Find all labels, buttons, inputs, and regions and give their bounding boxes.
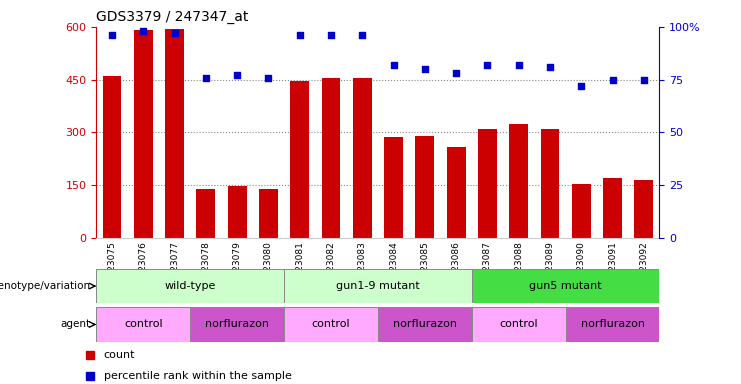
- Bar: [378, 307, 472, 342]
- Bar: [96, 307, 190, 342]
- Bar: [416, 136, 434, 238]
- Bar: [227, 186, 247, 238]
- Bar: [472, 269, 659, 303]
- Bar: [353, 78, 372, 238]
- Point: [575, 83, 587, 89]
- Text: control: control: [124, 319, 162, 329]
- Point: [137, 28, 149, 34]
- Text: gun1-9 mutant: gun1-9 mutant: [336, 281, 420, 291]
- Text: control: control: [499, 319, 538, 329]
- Bar: [565, 307, 659, 342]
- Point: [231, 73, 243, 79]
- Bar: [190, 307, 284, 342]
- Point: [451, 70, 462, 76]
- Point: [482, 62, 494, 68]
- Point: [419, 66, 431, 72]
- Bar: [165, 29, 184, 238]
- Bar: [572, 184, 591, 238]
- Bar: [134, 30, 153, 238]
- Bar: [196, 189, 215, 238]
- Point: [513, 62, 525, 68]
- Text: wild-type: wild-type: [165, 281, 216, 291]
- Point: [325, 32, 337, 38]
- Point: [169, 30, 181, 36]
- Text: gun5 mutant: gun5 mutant: [529, 281, 602, 291]
- Bar: [472, 307, 565, 342]
- Bar: [284, 269, 472, 303]
- Bar: [290, 81, 309, 238]
- Text: GDS3379 / 247347_at: GDS3379 / 247347_at: [96, 10, 249, 25]
- Bar: [634, 180, 654, 238]
- Bar: [284, 307, 378, 342]
- Point: [388, 62, 399, 68]
- Bar: [384, 137, 403, 238]
- Bar: [96, 269, 284, 303]
- Point: [638, 77, 650, 83]
- Bar: [478, 129, 496, 238]
- Bar: [447, 147, 465, 238]
- Text: control: control: [312, 319, 350, 329]
- Bar: [322, 78, 340, 238]
- Point: [356, 32, 368, 38]
- Point: [262, 74, 274, 81]
- Text: norflurazon: norflurazon: [580, 319, 645, 329]
- Point: [293, 32, 305, 38]
- Point: [544, 64, 556, 70]
- Point: [607, 77, 619, 83]
- Text: genotype/variation: genotype/variation: [0, 281, 90, 291]
- Text: percentile rank within the sample: percentile rank within the sample: [104, 371, 292, 381]
- Bar: [509, 124, 528, 238]
- Point: [200, 74, 212, 81]
- Text: agent: agent: [61, 319, 90, 329]
- Text: norflurazon: norflurazon: [393, 319, 457, 329]
- Text: count: count: [104, 350, 136, 360]
- Bar: [603, 178, 622, 238]
- Bar: [102, 76, 122, 238]
- Bar: [541, 129, 559, 238]
- Text: norflurazon: norflurazon: [205, 319, 269, 329]
- Point: [106, 32, 118, 38]
- Bar: [259, 189, 278, 238]
